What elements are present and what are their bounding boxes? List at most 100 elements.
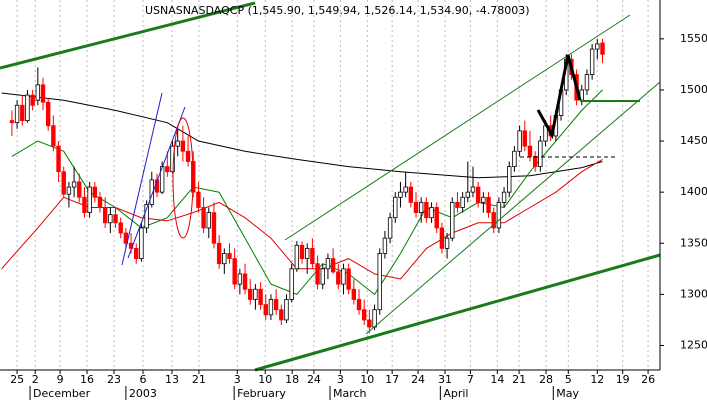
y-tick-label: 1550	[680, 32, 707, 45]
candle-body	[113, 214, 118, 224]
candle-body	[268, 299, 274, 316]
candle-body	[149, 179, 154, 205]
candle-body	[470, 186, 476, 193]
candle-body	[284, 299, 289, 321]
candle-body	[232, 258, 237, 285]
candle-body	[413, 201, 419, 213]
candle-body	[330, 258, 336, 273]
y-tick-label: 1350	[680, 236, 707, 249]
candle-body	[253, 288, 258, 300]
candle-body	[14, 104, 20, 124]
candle-body	[123, 232, 129, 244]
candle-body	[216, 242, 222, 265]
candle-body	[211, 212, 217, 244]
x-tick-label: 19	[616, 373, 630, 386]
trend-line	[254, 253, 661, 372]
candle-body	[102, 207, 108, 224]
x-tick-label: 9	[57, 373, 64, 386]
blue-line	[127, 106, 186, 259]
candle-body	[465, 191, 471, 198]
moving-average	[1, 158, 603, 280]
y-tick-label: 1400	[680, 185, 707, 198]
candle-body	[144, 204, 149, 229]
candle-body	[356, 299, 362, 311]
candle-body	[481, 196, 486, 203]
candle-body	[455, 201, 460, 208]
x-tick-label: 6	[139, 373, 146, 386]
candle-body	[222, 253, 227, 265]
candle-body	[185, 150, 191, 162]
candle-body	[460, 196, 465, 208]
candles	[9, 38, 605, 334]
x-tick-label: 12	[590, 373, 604, 386]
x-tick-label: 17	[385, 373, 399, 386]
candle-body	[40, 84, 46, 103]
candle-body	[92, 186, 98, 198]
x-tick-label: 2	[32, 373, 39, 386]
candle-body	[134, 247, 139, 259]
candle-body	[87, 186, 92, 213]
candle-body	[336, 271, 341, 285]
candle-body	[382, 237, 388, 254]
x-tick-label: 3	[234, 373, 241, 386]
axes: 1250 1300 1350 1400 1450 1500 1550 25 2 9 16 23 6 13 2…	[10, 32, 707, 400]
candle-body	[118, 222, 123, 234]
candle-body	[429, 207, 434, 219]
x-tick-label: 26	[641, 373, 655, 386]
candle-body	[532, 155, 538, 168]
candle-body	[165, 166, 170, 173]
candle-body	[206, 212, 211, 229]
x-tick-label: 13	[165, 373, 179, 386]
candle-body	[439, 227, 445, 249]
x-tick-label: 7	[467, 373, 474, 386]
candle-body	[393, 196, 398, 219]
candle-body	[475, 186, 481, 203]
x-tick-label: 10	[360, 373, 374, 386]
candle-body	[61, 171, 66, 195]
candle-body	[289, 268, 294, 300]
candle-body	[77, 181, 82, 198]
candle-body	[424, 201, 429, 219]
candle-body	[273, 299, 279, 311]
grid	[16, 0, 649, 370]
candle-body	[139, 227, 144, 259]
candle-body	[66, 186, 72, 195]
x-tick-label: 21	[512, 373, 526, 386]
trend-line	[0, 1, 256, 70]
x-tick-label: 16	[80, 373, 94, 386]
candle-body	[227, 253, 232, 259]
month-label: December	[33, 387, 91, 400]
y-tick-label: 1450	[680, 134, 707, 147]
x-tick-label: 10	[258, 373, 272, 386]
candle-body	[294, 244, 300, 270]
x-tick-label: 21	[192, 373, 206, 386]
candle-body	[387, 217, 393, 239]
blue-line	[121, 92, 163, 266]
y-tick-label: 1250	[680, 338, 707, 351]
candle-body	[71, 181, 77, 188]
candle-body	[196, 191, 201, 208]
candle-body	[56, 145, 61, 173]
candle-body	[486, 196, 491, 213]
candle-body	[35, 84, 41, 101]
candle-body	[25, 94, 30, 122]
month-label: March	[333, 387, 367, 400]
candle-body	[418, 201, 424, 213]
candle-body	[527, 145, 533, 157]
candle-body	[512, 150, 517, 168]
month-label: 2003	[129, 387, 157, 400]
candle-body	[242, 273, 248, 290]
candle-body	[501, 191, 507, 203]
candle-body	[108, 214, 113, 224]
month-label: May	[556, 387, 579, 400]
candle-body	[82, 196, 87, 213]
month-label: February	[237, 387, 286, 400]
candle-body	[51, 125, 56, 147]
candle-body	[20, 104, 25, 122]
annotations	[0, 1, 661, 372]
candle-body	[538, 140, 543, 168]
candle-body	[589, 48, 595, 76]
moving-average	[11, 89, 603, 296]
